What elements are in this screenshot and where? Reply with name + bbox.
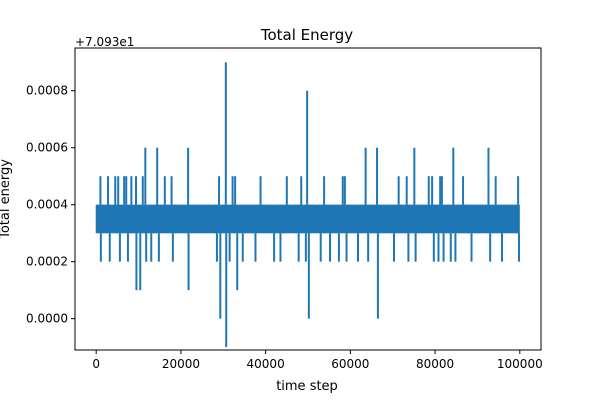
- y-axis: 0.0000 0.0002 0.0004 0.0006 0.0008: [26, 84, 75, 326]
- y-tick-label: 0.0004: [26, 198, 68, 212]
- x-axis: 0 20000 40000 60000 80000 100000: [92, 350, 543, 371]
- y-offset-label: +7.093e1: [75, 35, 134, 49]
- y-tick-label: 0.0000: [26, 312, 68, 326]
- x-tick-label: 40000: [247, 357, 285, 371]
- chart-title: Total Energy: [260, 26, 353, 44]
- x-tick-label: 80000: [416, 357, 454, 371]
- series-line: [95, 204, 520, 234]
- y-tick-label: 0.0006: [26, 141, 68, 155]
- x-tick-label: 0: [92, 357, 100, 371]
- axes-frame: [74, 47, 542, 351]
- x-tick-label: 60000: [331, 357, 369, 371]
- x-tick-label: 100000: [497, 357, 543, 371]
- plot-area: [95, 62, 520, 348]
- y-axis-label: Total energy: [0, 159, 13, 240]
- x-axis-label: time step: [276, 379, 338, 394]
- y-tick-label: 0.0008: [26, 84, 68, 98]
- x-tick-label: 20000: [162, 357, 200, 371]
- y-tick-label: 0.0002: [26, 255, 68, 269]
